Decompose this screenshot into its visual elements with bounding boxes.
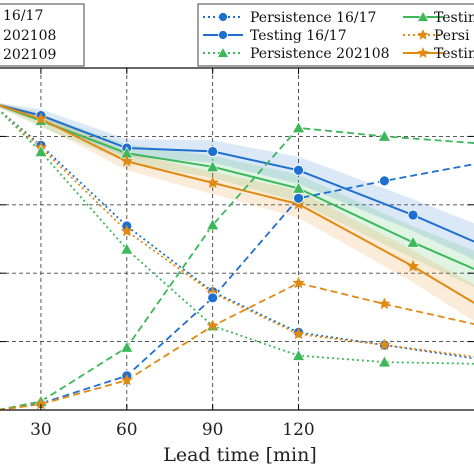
star-marker bbox=[406, 259, 420, 272]
star-marker bbox=[417, 46, 429, 58]
legend-left-frame bbox=[0, 3, 85, 67]
confidence-bands bbox=[0, 103, 474, 322]
star-marker bbox=[120, 373, 134, 386]
plot-frame bbox=[0, 67, 474, 411]
legend-label-testing-1617: Testing 16/17 bbox=[250, 28, 347, 44]
legend-left: 16/17 202108 202109 bbox=[0, 3, 85, 67]
x-tick-label: 30 bbox=[30, 420, 52, 440]
triangle-marker bbox=[206, 160, 220, 172]
triangle-marker bbox=[406, 235, 420, 248]
legend-label-persistence-202109: Persi bbox=[434, 28, 470, 44]
star-marker bbox=[206, 176, 219, 189]
x-tick-label: 120 bbox=[282, 420, 314, 440]
triangle-marker bbox=[377, 355, 391, 368]
star-marker bbox=[34, 112, 48, 125]
star-marker bbox=[292, 276, 305, 289]
legend-left-entry-2: 202108 bbox=[3, 28, 56, 44]
star-marker bbox=[120, 154, 134, 167]
x-tick-labels: 30 60 90 120 bbox=[30, 420, 315, 440]
legend-label-persistence-1617: Persistence 16/17 bbox=[250, 10, 376, 26]
legend-label-testing-202109: Testin bbox=[434, 46, 474, 62]
circle-marker bbox=[293, 164, 304, 176]
x-tick-label: 60 bbox=[116, 420, 138, 440]
triangle-marker bbox=[206, 218, 220, 231]
triangle-marker bbox=[416, 10, 430, 22]
star-marker bbox=[378, 338, 391, 351]
legend-label-testing-202108: Testin bbox=[434, 10, 474, 26]
legend-left-entry-1: 16/17 bbox=[3, 8, 43, 24]
star-marker bbox=[120, 224, 134, 237]
x-tick-label: 90 bbox=[202, 420, 224, 440]
legend-right: Persistence 16/17 Testing 16/17 Persiste… bbox=[197, 3, 474, 67]
star-marker bbox=[417, 28, 429, 40]
triangle-marker bbox=[292, 349, 306, 361]
circle-marker bbox=[407, 209, 419, 221]
legend-left-entry-3: 202109 bbox=[3, 47, 56, 63]
triangle-marker bbox=[120, 242, 134, 255]
axis-ticks bbox=[0, 68, 474, 410]
star-marker bbox=[206, 319, 219, 332]
series-markers bbox=[34, 110, 420, 410]
triangle-marker bbox=[292, 121, 306, 133]
star-marker bbox=[378, 297, 391, 310]
circle-marker bbox=[379, 175, 390, 187]
circle-marker bbox=[207, 146, 219, 157]
star-marker bbox=[292, 327, 305, 340]
series-8-line bbox=[0, 282, 474, 410]
triangle-marker bbox=[120, 340, 134, 353]
circle-marker bbox=[218, 30, 228, 40]
circle-marker bbox=[207, 292, 219, 304]
circle-marker bbox=[218, 12, 228, 22]
series-0-band bbox=[0, 103, 474, 260]
triangle-marker bbox=[377, 129, 391, 142]
legend-label-persistence-202108: Persistence 202108 bbox=[250, 46, 390, 62]
x-axis-label: Lead time [min] bbox=[163, 444, 317, 466]
circle-marker bbox=[293, 192, 304, 204]
triangle-marker bbox=[216, 46, 230, 58]
triangle-marker bbox=[34, 145, 48, 157]
